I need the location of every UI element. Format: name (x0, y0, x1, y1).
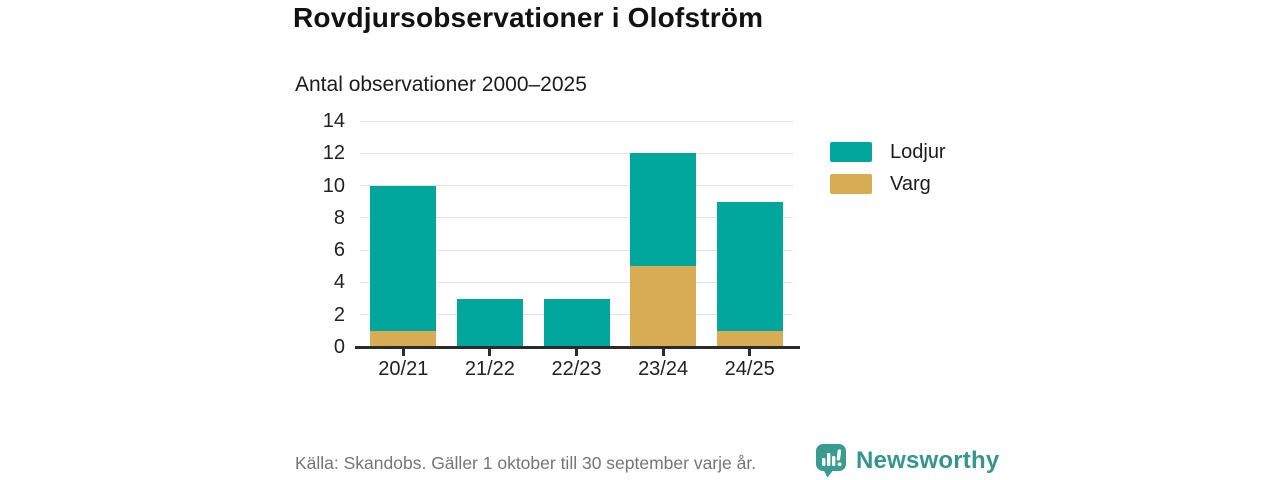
y-axis-tick-label: 12 (322, 142, 345, 165)
legend-swatch-varg (830, 174, 872, 194)
x-axis-tick-label: 21/22 (464, 358, 515, 380)
y-axis-tick-label: 4 (333, 271, 345, 294)
bar-21-22-lodjur (456, 298, 523, 347)
bar-24-25-varg (716, 330, 783, 347)
bar-24-25-lodjur (716, 201, 783, 331)
gridline-y14 (360, 120, 793, 122)
legend-label-lodjur: Lodjur (890, 141, 946, 163)
x-axis-tick (401, 348, 405, 356)
x-axis-tick-label: 22/23 (551, 358, 602, 380)
gridline-y6 (360, 249, 793, 251)
bar-23-24-varg (630, 266, 697, 347)
x-axis-tick (661, 348, 665, 356)
legend-swatch-lodjur (830, 142, 872, 162)
x-axis-tick-label: 23/24 (638, 358, 689, 380)
y-axis-tick-label: 2 (333, 303, 345, 326)
bar-22-23-lodjur (543, 298, 610, 347)
x-axis-line (355, 346, 800, 349)
y-axis-tick-label: 6 (333, 239, 345, 262)
x-axis-tick-label: 20/21 (378, 358, 429, 380)
chart-subtitle: Antal observationer 2000–2025 (295, 73, 587, 96)
newsworthy-logo-icon (815, 443, 848, 478)
newsworthy-brand-text: Newsworthy (856, 446, 1000, 474)
bar-20-21-lodjur (370, 185, 437, 331)
y-axis-tick-label: 0 (333, 336, 345, 358)
gridline-y12 (360, 152, 793, 154)
y-axis-tick-label: 14 (322, 110, 345, 132)
gridline-y8 (360, 217, 793, 219)
legend-item-lodjur: Lodjur (830, 142, 946, 162)
legend-item-varg: Varg (830, 174, 946, 194)
x-axis-tick (748, 348, 752, 356)
x-axis-tick-label: 24/25 (724, 358, 775, 380)
page-title: Rovdjursobservationer i Olofström (293, 2, 764, 33)
y-axis-tick-label: 8 (333, 206, 345, 229)
gridline-y10 (360, 185, 793, 187)
legend-label-varg: Varg (890, 173, 931, 195)
bar-20-21-varg (370, 330, 437, 347)
x-axis-tick (575, 348, 578, 356)
y-axis-tick-label: 10 (322, 174, 345, 197)
newsworthy-brand: Newsworthy (815, 443, 999, 478)
x-axis-tick (488, 348, 492, 356)
source-note: Källa: Skandobs. Gäller 1 oktober till 3… (295, 453, 757, 473)
bar-23-24-lodjur (630, 153, 697, 267)
chart-legend: Lodjur Varg (830, 142, 946, 206)
gridline-y4 (360, 281, 793, 283)
